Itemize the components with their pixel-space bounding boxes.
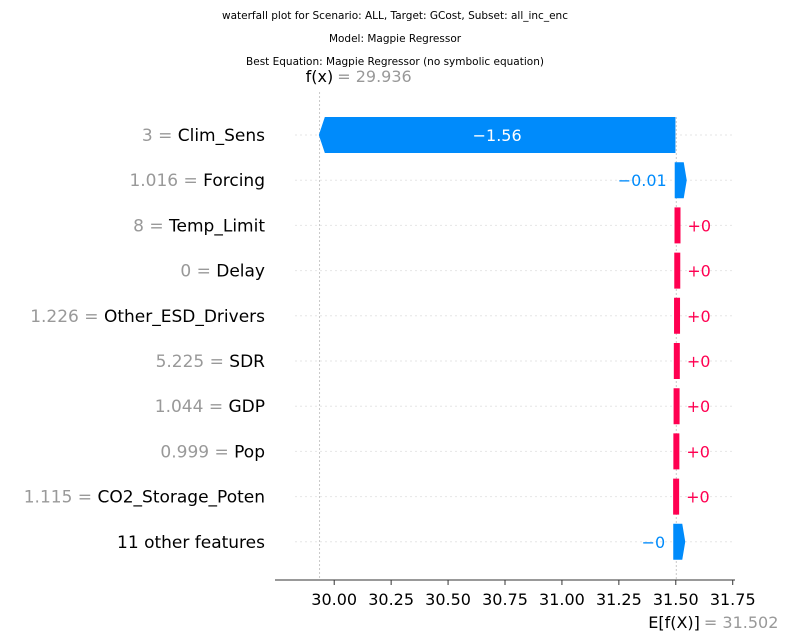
feature-labels: 3 = Clim_Sens 1.016 = Forcing 8 = Temp_Lim… <box>24 126 266 553</box>
x-tick-label: 31.00 <box>539 590 585 609</box>
feature-label: 1.044 = GDP <box>155 397 265 417</box>
chart-subtitle-model: Model: Magpie Regressor <box>329 33 462 45</box>
x-tick-label: 30.75 <box>482 590 528 609</box>
bar-pop <box>673 433 680 470</box>
fx-annotation: f(x) = 29.936 <box>306 67 412 86</box>
feature-value: 1.226 = <box>30 307 104 327</box>
feature-name: CO2_Storage_Poten <box>97 488 265 508</box>
feature-label: 1.016 = Forcing <box>129 171 265 191</box>
feature-value: 8 = <box>133 216 169 236</box>
bar-value-label: +0 <box>687 397 711 416</box>
ex-annotation: E[f(X)] = 31.502 <box>648 613 778 632</box>
feature-label: 8 = Temp_Limit <box>133 216 265 236</box>
x-tick-label: 30.00 <box>311 590 357 609</box>
feature-label: 1.115 = CO2_Storage_Poten <box>24 488 265 508</box>
x-tick-label: 30.25 <box>368 590 414 609</box>
x-axis: 30.00 30.25 30.50 30.75 31.00 31.25 31.50 31.75 <box>275 579 756 609</box>
bar-temp-limit <box>674 207 681 244</box>
fx-name: f(x) <box>306 67 334 86</box>
feature-value: 3 = <box>142 126 178 146</box>
x-tick-label: 30.50 <box>425 590 471 609</box>
bar-gdp <box>673 388 680 425</box>
bar-co2-storage-poten <box>673 478 680 515</box>
bar-sdr <box>673 343 680 379</box>
chart-title: waterfall plot for Scenario: ALL, Target… <box>222 10 568 22</box>
feature-value: 1.016 = <box>129 171 203 191</box>
ex-label: E[f(X)] = 31.502 <box>648 613 778 632</box>
fx-value: = 29.936 <box>337 67 411 86</box>
feature-label: 5.225 = SDR <box>156 352 266 372</box>
ex-value: = 31.502 <box>704 613 778 632</box>
feature-label: 0.999 = Pop <box>160 442 265 462</box>
ex-name: E[f(X)] <box>648 613 700 632</box>
bar-forcing <box>674 162 687 199</box>
fx-label: f(x) = 29.936 <box>306 67 412 86</box>
bar-value-label: +0 <box>687 262 711 281</box>
feature-value: 0 = <box>180 262 216 282</box>
chart-subtitle-equation: Best Equation: Magpie Regressor (no symb… <box>246 56 544 68</box>
feature-value: 1.115 = <box>24 488 98 508</box>
feature-name: Forcing <box>203 171 265 191</box>
feature-name: 11 other features <box>117 533 265 553</box>
bar-value-label: +0 <box>687 352 711 371</box>
x-tick-label: 31.50 <box>653 590 699 609</box>
feature-name: Clim_Sens <box>178 126 265 146</box>
bar-value-label: −1.56 <box>473 126 522 145</box>
feature-label: 0 = Delay <box>180 262 265 282</box>
feature-name: Pop <box>234 442 265 462</box>
chart-titles: waterfall plot for Scenario: ALL, Target… <box>222 10 568 68</box>
feature-name: Temp_Limit <box>168 216 265 236</box>
bar-value-label: −0.01 <box>618 171 667 190</box>
bar-value-label: +0 <box>686 442 710 461</box>
bars: −1.56 −0.01 +0 +0 +0 +0 +0 +0 +0 −0 <box>318 117 712 560</box>
feature-name: GDP <box>228 397 265 417</box>
feature-name: Other_ESD_Drivers <box>104 307 265 327</box>
bar-value-label: +0 <box>688 216 712 235</box>
bar-other-esd-drivers <box>674 297 681 334</box>
feature-label: 1.226 = Other_ESD_Drivers <box>30 307 265 327</box>
feature-name: SDR <box>229 352 265 372</box>
feature-label: 3 = Clim_Sens <box>142 126 265 146</box>
bar-value-label: +0 <box>687 307 711 326</box>
feature-value: 5.225 = <box>156 352 230 372</box>
bar-delay <box>674 252 681 289</box>
feature-label: 11 other features <box>117 533 265 553</box>
bar-11-other-features <box>673 523 686 560</box>
bar-value-label: +0 <box>686 488 710 507</box>
bar-value-label: −0 <box>642 533 666 552</box>
x-tick-label: 31.25 <box>596 590 642 609</box>
reference-lines <box>319 92 677 580</box>
feature-name: Delay <box>216 262 265 282</box>
x-tick-label: 31.75 <box>710 590 756 609</box>
bar-clim-sens <box>318 117 676 153</box>
row-gridlines <box>295 134 735 543</box>
feature-value: 0.999 = <box>160 442 234 462</box>
feature-value: 1.044 = <box>155 397 229 417</box>
